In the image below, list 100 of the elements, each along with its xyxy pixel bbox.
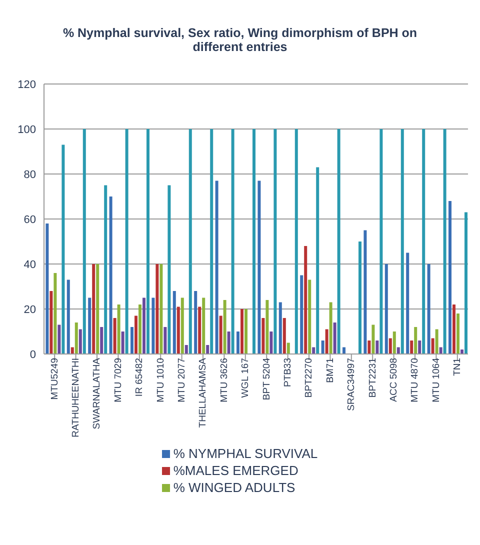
- bar: [92, 264, 96, 354]
- bar: [262, 318, 265, 354]
- y-tick-label: 60: [24, 214, 36, 226]
- bar: [376, 340, 379, 354]
- x-tick-label: BPT2231: [367, 358, 378, 398]
- x-tick-label: BM71: [324, 358, 336, 383]
- bar: [46, 224, 49, 354]
- bar: [278, 302, 282, 354]
- bar: [160, 264, 163, 354]
- bar: [337, 129, 340, 354]
- bar: [206, 345, 210, 354]
- bar: [244, 309, 248, 354]
- y-tick-label: 40: [24, 258, 36, 271]
- bar: [316, 167, 320, 354]
- y-tick-label: 100: [18, 124, 36, 136]
- bar: [227, 332, 230, 354]
- bar: [215, 180, 218, 354]
- x-tick-label: WGL 167: [240, 358, 252, 398]
- x-tick-label: MTU 1010: [155, 358, 166, 402]
- bar: [198, 306, 202, 354]
- bar: [266, 300, 269, 354]
- bar: [388, 338, 392, 354]
- x-tick-label: PTB33: [282, 358, 294, 388]
- bar: [223, 300, 226, 354]
- bar: [180, 298, 184, 354]
- x-tick-label: MTU 1064: [430, 358, 442, 402]
- bar: [414, 327, 418, 354]
- bar: [321, 340, 324, 354]
- bar: [406, 252, 410, 354]
- bar: [82, 129, 86, 354]
- y-tick-label: 120: [18, 78, 36, 91]
- bar: [100, 327, 104, 354]
- bar: [456, 314, 460, 354]
- bar: [372, 324, 375, 354]
- bar: [236, 332, 240, 354]
- bar: [270, 332, 273, 354]
- bar: [50, 291, 53, 354]
- bar: [113, 318, 116, 354]
- bar: [62, 144, 65, 354]
- bar: [300, 275, 304, 354]
- bar: [384, 264, 388, 354]
- bar: [422, 129, 426, 354]
- bar: [325, 329, 328, 354]
- bar: [138, 304, 142, 354]
- legend-label: % WINGED ADULTS: [173, 480, 296, 495]
- x-tick-label: BPT2270: [304, 358, 315, 398]
- legend-label: % NYMPHAL SURVIVAL: [173, 446, 318, 461]
- bar: [142, 298, 146, 354]
- bar: [252, 129, 256, 354]
- bar: [448, 201, 452, 354]
- bar: [172, 291, 176, 354]
- bar: [121, 332, 124, 354]
- bar: [329, 302, 332, 354]
- bar: [368, 340, 371, 354]
- bar: [400, 129, 404, 354]
- x-tick-label: THELLAHAMSA: [198, 357, 209, 428]
- bar: [431, 338, 434, 354]
- bar: [443, 129, 446, 354]
- chart-title: % Nymphal survival, Sex ratio, Wing dimorphism of BPH on different entries: [62, 25, 418, 54]
- x-tick-label: MTU 7029: [112, 358, 124, 402]
- bar: [66, 280, 70, 354]
- bar: [219, 316, 222, 354]
- y-tick-label: 80: [24, 168, 36, 181]
- bar: [358, 242, 362, 354]
- bar: [464, 212, 468, 354]
- bar: [134, 316, 138, 354]
- bar: [188, 129, 192, 354]
- bar: [333, 322, 336, 354]
- bar: [392, 332, 396, 354]
- bar: [117, 304, 120, 354]
- x-tick-label: SWARNALATHA: [92, 357, 103, 430]
- bar: [125, 129, 128, 354]
- bar: [88, 298, 92, 354]
- bar: [427, 264, 430, 354]
- bar: [74, 322, 78, 354]
- bar: [109, 196, 112, 354]
- bar: [410, 340, 414, 354]
- bar: [282, 318, 286, 354]
- bar: [274, 129, 277, 354]
- x-tick-label: RATHUHEENATHI: [70, 358, 82, 438]
- bar: [435, 329, 438, 354]
- bar: [258, 180, 261, 354]
- bar: [104, 185, 108, 354]
- bar: [452, 304, 456, 354]
- legend-label: %MALES EMERGED: [173, 463, 298, 478]
- bar: [54, 273, 57, 354]
- x-tick-label: TN1: [452, 358, 464, 376]
- x-tick-label: ACC 5098: [388, 358, 400, 402]
- bar: [152, 298, 155, 354]
- bar: [146, 129, 150, 354]
- x-tick-label: IR 65482: [134, 358, 146, 397]
- bar: [418, 340, 422, 354]
- bar: [156, 264, 159, 354]
- bar: [231, 129, 234, 354]
- bar: [184, 345, 188, 354]
- bar: [304, 246, 308, 354]
- bar: [294, 129, 298, 354]
- x-tick-label: MTU 2077: [176, 358, 188, 402]
- y-tick-label: 20: [24, 304, 36, 316]
- bar: [202, 298, 206, 354]
